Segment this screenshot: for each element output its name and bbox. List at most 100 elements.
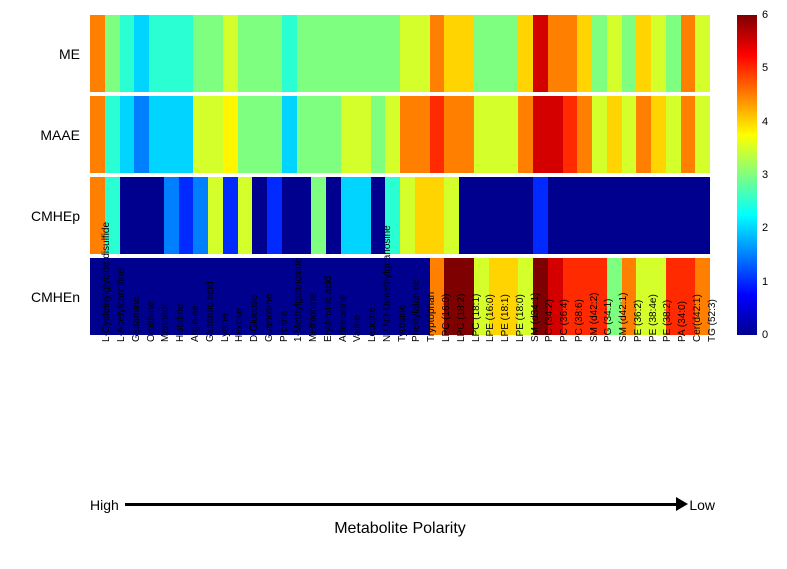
heatmap-cell [695,96,710,173]
heatmap-cell [120,177,135,254]
heatmap-cell [563,177,578,254]
heatmap-cell [134,96,149,173]
heatmap-cell [444,177,459,254]
heatmap-cell [518,96,533,173]
heatmap-cell [120,96,135,173]
heatmap-row [90,15,710,92]
heatmap-cell [105,15,120,92]
colorbar-tick: 6 [762,9,768,21]
x-label: PE (38:4e) [636,340,651,490]
heatmap-cell [326,177,341,254]
heatmap-cell [267,177,282,254]
heatmap-cell [311,15,326,92]
heatmap-cell [400,15,415,92]
colorbar-tick: 4 [762,116,768,128]
heatmap-cell [356,177,371,254]
x-label: Tryptophan [415,340,430,490]
heatmap-cell [459,177,474,254]
heatmap-cell [636,177,651,254]
heatmap-cell [518,177,533,254]
y-axis-labels: MEMAAECMHEpCMHEn [10,15,85,335]
heatmap-cell [223,177,238,254]
heatmap-cell [400,96,415,173]
x-label: LPE (16:0) [474,340,489,490]
heatmap-cell [179,177,194,254]
x-label: PC (34:2) [533,340,548,490]
heatmap-cell [341,15,356,92]
x-label: PE (38:2) [651,340,666,490]
heatmap-cell [622,96,637,173]
x-label: Leucine [356,340,371,490]
x-label: PG (34:1) [592,340,607,490]
x-label: N2,N2-Dimethylguanosine [371,340,386,490]
x-label: Glutamine [120,340,135,490]
heatmap-cell [577,177,592,254]
x-label: Adenosine [326,340,341,490]
heatmap-cell [518,15,533,92]
heatmap-cell [267,15,282,92]
colorbar [737,15,757,335]
heatmap-cell [415,15,430,92]
x-label: LPE (18:0) [503,340,518,490]
heatmap-cell [105,96,120,173]
heatmap-cell [267,96,282,173]
heatmap-cell [533,15,548,92]
heatmap-cell [282,177,297,254]
x-label: LPC (16:0) [430,340,445,490]
heatmap-cell [311,177,326,254]
heatmap-cell [622,15,637,92]
heatmap-cell [607,96,622,173]
heatmap-cell [341,177,356,254]
x-label: L-Cysteinylglycine disulfide [90,340,105,490]
heatmap-cell [149,96,164,173]
heatmap-cell [503,15,518,92]
x-label: D-Glucose [238,340,253,490]
heatmap-cell [297,15,312,92]
heatmap-grid [90,15,710,335]
heatmap-row [90,96,710,173]
heatmap-cell [577,96,592,173]
x-label: SM (d42:1) [607,340,622,490]
heatmap-cell [223,15,238,92]
heatmap-cell [252,15,267,92]
heatmap-cell [474,96,489,173]
x-label: LPC (18:1) [459,340,474,490]
heatmap-cell [193,15,208,92]
heatmap-cell [164,177,179,254]
y-label: CMHEn [10,258,85,335]
heatmap-cell [607,177,622,254]
x-label: Tyrosine [385,340,400,490]
heatmap-cell [164,15,179,92]
heatmap-cell [282,15,297,92]
x-label: PA (34:0) [666,340,681,490]
heatmap-cell [341,96,356,173]
heatmap-cell [208,177,223,254]
heatmap-cell [356,15,371,92]
heatmap-cell [681,15,696,92]
heatmap-cell [592,96,607,173]
arrow-line [125,503,680,506]
heatmap-cell [474,15,489,92]
y-label: CMHEp [10,177,85,254]
heatmap-cell [149,15,164,92]
heatmap-cell [297,96,312,173]
heatmap-cell [607,15,622,92]
heatmap-cell [400,177,415,254]
heatmap-cell [208,96,223,173]
heatmap-cell [252,177,267,254]
heatmap-cell [533,96,548,173]
x-label: Glutamic acid [193,340,208,490]
polarity-low-label: Low [689,497,715,513]
x-axis-labels: L-Cysteinylglycine disulfideL-Acetylcarn… [90,340,710,490]
x-label: Phenylalanine [400,340,415,490]
heatmap-cell [297,177,312,254]
heatmap-cell [179,15,194,92]
x-label: Arginine [179,340,194,490]
heatmap-cell [489,177,504,254]
heatmap-cell [238,177,253,254]
heatmap-cell [179,96,194,173]
heatmap-cell [563,96,578,173]
x-label: PC (38:6) [563,340,578,490]
heatmap-cell [430,177,445,254]
heatmap-cell [489,15,504,92]
